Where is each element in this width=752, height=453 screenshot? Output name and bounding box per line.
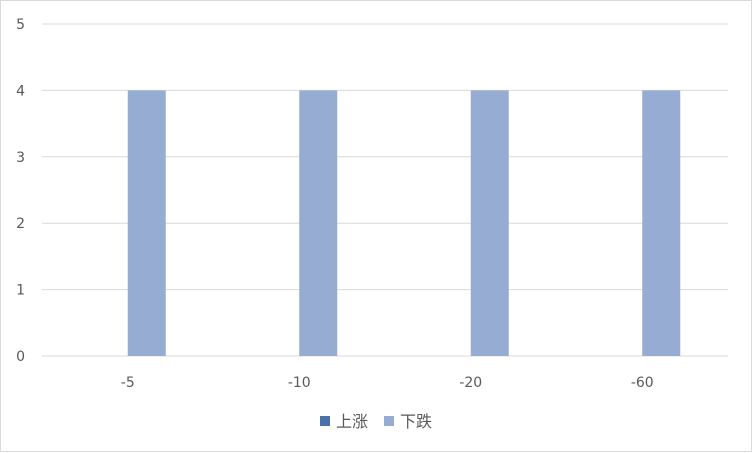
x-axis-ticks: -5 -10 -20 -60 [121, 375, 654, 391]
legend-label: 上涨 [336, 412, 368, 431]
bar-下跌--10 [299, 90, 338, 357]
bar-下跌--20 [470, 90, 509, 357]
bar-下跌--60 [642, 90, 681, 357]
legend: 上涨 下跌 [320, 412, 432, 431]
legend-label: 下跌 [400, 412, 432, 431]
y-tick-label: 3 [16, 150, 25, 166]
x-tick-label: -60 [631, 375, 654, 391]
legend-swatch-上涨 [320, 416, 330, 426]
y-axis-ticks: 0 1 2 3 4 5 [16, 17, 25, 365]
y-tick-label: 5 [16, 17, 25, 33]
y-tick-label: 1 [16, 283, 25, 299]
bar-series [127, 90, 681, 357]
y-tick-label: 2 [16, 216, 25, 232]
x-tick-label: -10 [288, 375, 311, 391]
x-tick-label: -20 [459, 375, 482, 391]
bar-下跌--5 [127, 90, 166, 357]
y-tick-label: 0 [16, 349, 25, 365]
legend-swatch-下跌 [384, 416, 394, 426]
x-tick-label: -5 [121, 375, 135, 391]
y-tick-label: 4 [16, 83, 25, 99]
